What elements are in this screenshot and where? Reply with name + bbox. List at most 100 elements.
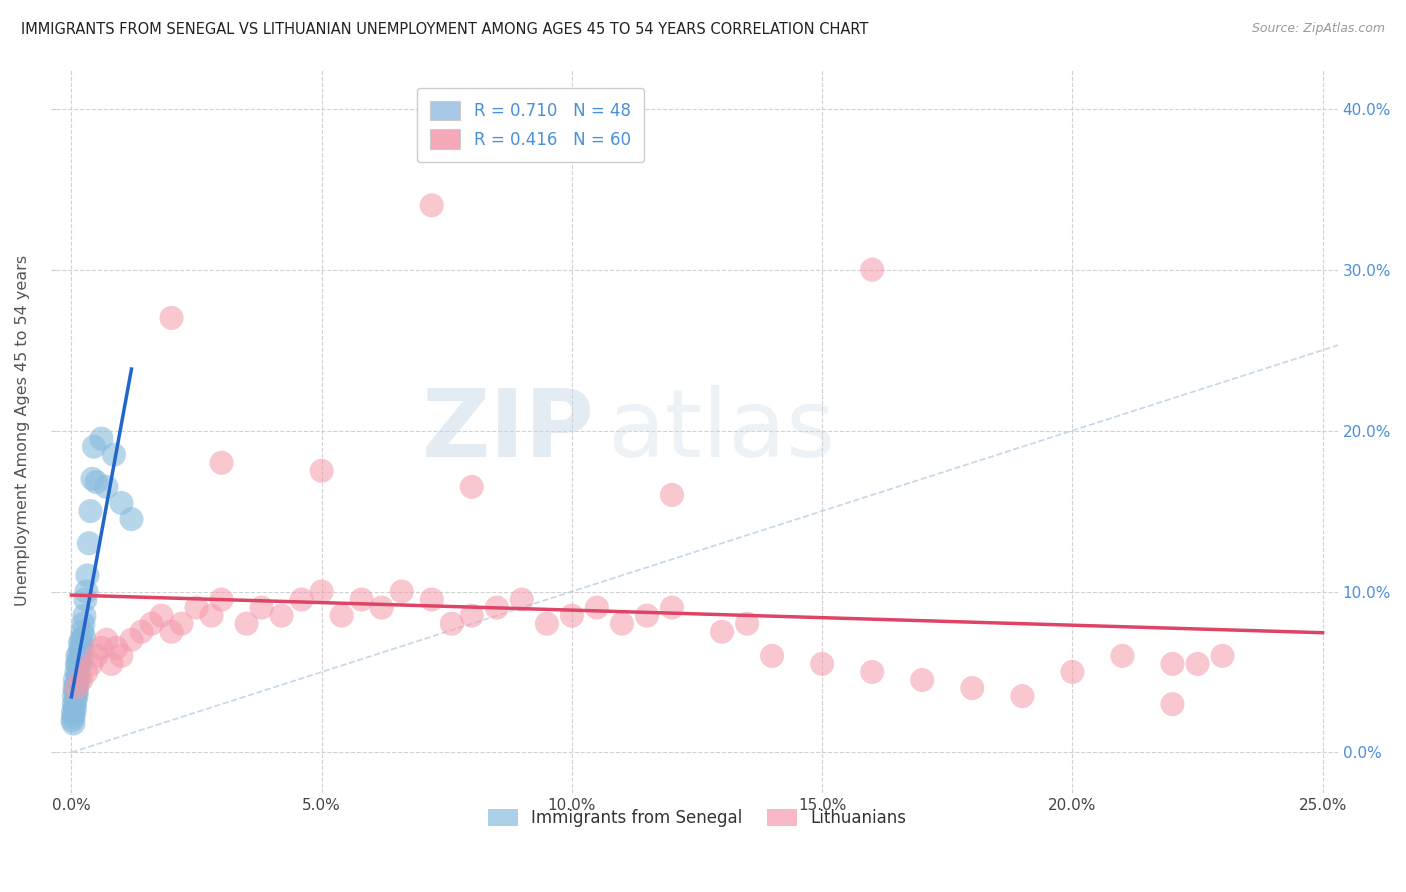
Point: [860, 665, 883, 679]
Point: [65, 684, 87, 698]
Y-axis label: Unemployment Among Ages 45 to 54 years: Unemployment Among Ages 45 to 54 years: [15, 255, 30, 607]
Point: [67, 673, 90, 687]
Point: [73, 630, 96, 644]
Point: [75, 665, 97, 679]
Point: [60, 713, 83, 727]
Point: [510, 592, 533, 607]
Point: [65, 689, 87, 703]
Point: [536, 616, 558, 631]
Point: [461, 480, 484, 494]
Point: [66, 648, 89, 663]
Point: [610, 616, 633, 631]
Point: [72, 624, 94, 639]
Point: [121, 512, 143, 526]
Point: [110, 496, 132, 510]
Point: [1212, 648, 1234, 663]
Point: [420, 198, 443, 212]
Point: [63, 700, 86, 714]
Point: [103, 448, 125, 462]
Point: [96, 632, 118, 647]
Point: [66, 657, 89, 671]
Point: [67, 652, 90, 666]
Point: [69, 636, 91, 650]
Point: [561, 608, 583, 623]
Point: [962, 681, 984, 695]
Point: [1161, 657, 1184, 671]
Point: [79, 504, 101, 518]
Text: atlas: atlas: [607, 384, 835, 476]
Point: [186, 600, 208, 615]
Point: [66, 678, 89, 692]
Point: [65, 694, 87, 708]
Point: [235, 616, 257, 631]
Point: [90, 432, 112, 446]
Point: [63, 689, 86, 703]
Point: [811, 657, 834, 671]
Point: [110, 648, 132, 663]
Point: [63, 705, 86, 719]
Point: [461, 608, 484, 623]
Point: [761, 648, 783, 663]
Point: [661, 488, 683, 502]
Point: [911, 673, 934, 687]
Point: [160, 624, 183, 639]
Point: [160, 310, 183, 325]
Point: [96, 480, 118, 494]
Point: [1161, 697, 1184, 711]
Point: [86, 648, 108, 663]
Point: [62, 710, 84, 724]
Point: [72, 616, 94, 631]
Point: [391, 584, 413, 599]
Point: [70, 640, 93, 655]
Point: [370, 600, 392, 615]
Point: [1187, 657, 1209, 671]
Point: [77, 536, 100, 550]
Point: [250, 600, 273, 615]
Point: [86, 475, 108, 489]
Point: [62, 705, 84, 719]
Point: [67, 662, 90, 676]
Point: [76, 568, 98, 582]
Point: [70, 673, 93, 687]
Point: [82, 472, 104, 486]
Point: [65, 665, 87, 679]
Point: [62, 716, 84, 731]
Point: [83, 440, 105, 454]
Point: [1011, 689, 1033, 703]
Point: [350, 592, 373, 607]
Point: [170, 616, 193, 631]
Point: [420, 592, 443, 607]
Point: [200, 608, 222, 623]
Point: [150, 608, 173, 623]
Text: IMMIGRANTS FROM SENEGAL VS LITHUANIAN UNEMPLOYMENT AMONG AGES 45 TO 54 YEARS COR: IMMIGRANTS FROM SENEGAL VS LITHUANIAN UN…: [21, 22, 869, 37]
Point: [636, 608, 658, 623]
Text: Source: ZipAtlas.com: Source: ZipAtlas.com: [1251, 22, 1385, 36]
Point: [1111, 648, 1133, 663]
Point: [141, 616, 163, 631]
Point: [63, 673, 86, 687]
Point: [80, 657, 103, 671]
Point: [72, 640, 94, 655]
Point: [66, 668, 89, 682]
Point: [69, 657, 91, 671]
Point: [1062, 665, 1084, 679]
Point: [211, 592, 233, 607]
Point: [63, 697, 86, 711]
Point: [131, 624, 153, 639]
Point: [66, 684, 89, 698]
Point: [63, 681, 86, 695]
Point: [311, 464, 333, 478]
Point: [860, 262, 883, 277]
Point: [291, 592, 314, 607]
Point: [711, 624, 734, 639]
Point: [67, 646, 90, 660]
Point: [661, 600, 683, 615]
Point: [105, 640, 128, 655]
Point: [65, 678, 87, 692]
Point: [100, 657, 122, 671]
Point: [586, 600, 609, 615]
Text: ZIP: ZIP: [422, 384, 595, 476]
Point: [121, 632, 143, 647]
Point: [440, 616, 463, 631]
Legend: Immigrants from Senegal, Lithuanians: Immigrants from Senegal, Lithuanians: [479, 800, 915, 835]
